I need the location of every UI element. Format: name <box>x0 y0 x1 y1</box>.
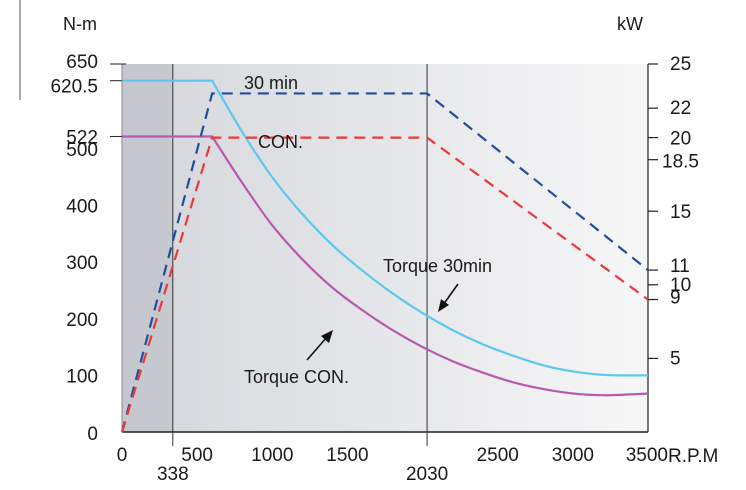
y-right-tick-label: 5 <box>670 348 681 369</box>
y-right-tick-label: 22 <box>670 98 691 119</box>
series-line-torque-con <box>122 135 649 397</box>
y-left-unit-label: N-m <box>63 14 97 34</box>
annotation-torque-con: Torque CON. <box>244 367 349 387</box>
y-left-tick-label: 0 <box>87 424 98 445</box>
y-left-tick-label: 620.5 <box>50 77 98 98</box>
x-tick-label: 500 <box>181 445 213 466</box>
y-left-tick-label: 400 <box>66 197 98 218</box>
y-right-unit-label: kW <box>617 14 643 34</box>
x-tick-label: 0 <box>117 445 128 466</box>
x-tick-label: 1000 <box>251 445 293 466</box>
x-tick-label: 3500 <box>626 445 668 466</box>
rpm-marker-lines <box>172 64 428 446</box>
y-left-tick-label: 650 <box>66 52 98 73</box>
y-right-tick-label: 10 <box>670 275 691 296</box>
x-marker-label: 338 <box>157 464 189 485</box>
x-tick-label: 2500 <box>477 445 519 466</box>
low-rpm-shaded-region <box>122 64 173 432</box>
y-left-tick-label: 100 <box>66 366 98 387</box>
y-left-tick-label: 500 <box>66 140 98 161</box>
series-line-torque-30min <box>122 79 649 377</box>
y-right-tick-label: 18.5 <box>662 152 699 173</box>
y-right-tick-label: 11 <box>670 256 690 277</box>
annotation-30-min: 30 min <box>244 73 298 93</box>
x-tick-label: 3000 <box>552 445 594 466</box>
x-unit-label: R.P.M <box>668 446 718 467</box>
y-right-tick-label: 15 <box>670 202 691 223</box>
arrow-torque-30min <box>438 283 459 312</box>
y-right-tick-label: 25 <box>670 54 691 75</box>
y-left-tick-label: 200 <box>66 310 98 331</box>
arrow-torque-con <box>306 330 333 361</box>
series-line-30-min <box>120 92 649 433</box>
x-tick-labels: 0 500 1000 1500 2500 3000 3500 338 2030 <box>117 445 668 485</box>
y-right-tick-label: 20 <box>670 129 691 150</box>
plot-background <box>122 64 648 432</box>
y-left-tick-label: 300 <box>66 253 98 274</box>
annotation-torque-30min: Torque 30min <box>383 256 492 276</box>
series-line-con <box>120 136 649 433</box>
y-left-tick-label: 522 <box>66 127 98 148</box>
x-marker-label: 2030 <box>406 464 448 485</box>
annotation-con: CON. <box>258 132 303 152</box>
x-tick-label: 1500 <box>326 445 368 466</box>
y-right-tick-label: 9 <box>670 288 681 309</box>
series-group <box>120 79 649 433</box>
